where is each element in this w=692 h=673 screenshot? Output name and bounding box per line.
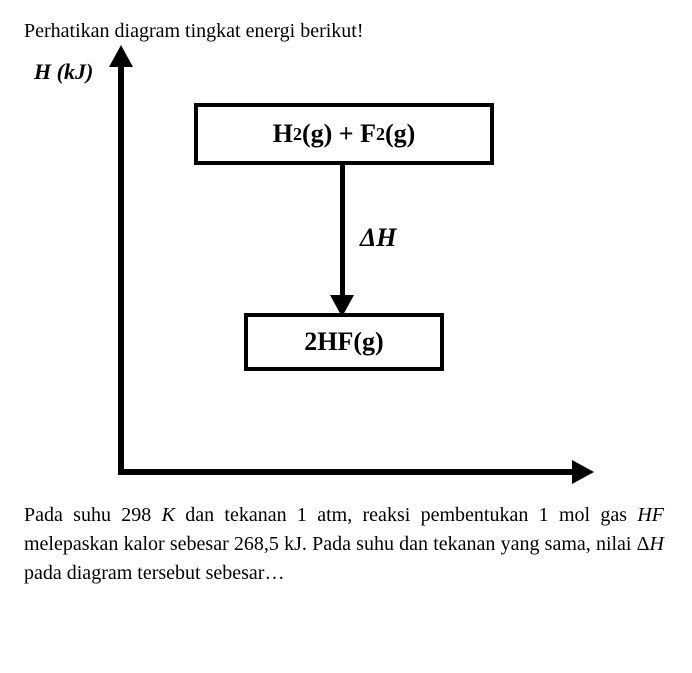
question-description: Pada suhu 298 K dan tekanan 1 atm, reaks… — [24, 501, 664, 588]
reactants-box: H2(g) + F2(g) — [194, 103, 494, 165]
y-axis-line — [118, 57, 124, 475]
question-title: Perhatikan diagram tingkat energi beriku… — [24, 20, 668, 43]
delta-h-label: ΔH — [360, 223, 397, 253]
x-axis-line — [118, 469, 578, 475]
products-box: 2HF(g) — [244, 313, 444, 371]
x-axis-arrowhead-icon — [572, 460, 594, 484]
y-axis-label: H (kJ) — [34, 59, 93, 85]
reaction-arrow-line — [340, 165, 345, 303]
energy-diagram: H (kJ) H2(g) + F2(g) ΔH 2HF(g) — [34, 55, 594, 485]
